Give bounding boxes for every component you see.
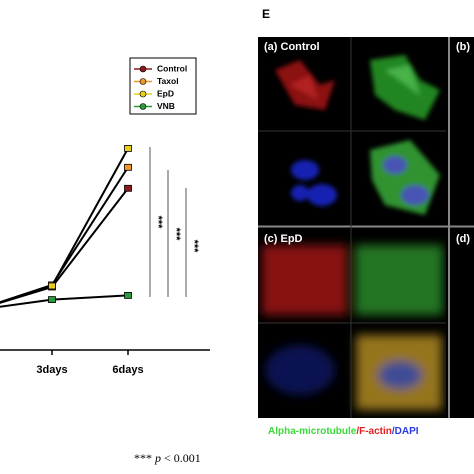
legend-label: Control bbox=[157, 63, 187, 73]
caption-part: Alpha-microtubule bbox=[268, 426, 357, 437]
subpanel-label: (d) bbox=[456, 233, 470, 245]
legend-marker bbox=[139, 78, 147, 85]
panel-separators bbox=[258, 37, 474, 418]
series-line bbox=[0, 187, 129, 304]
significance-label: *** bbox=[188, 240, 200, 254]
x-tick-label: 6days bbox=[112, 364, 143, 376]
significance-label: *** bbox=[152, 216, 164, 230]
series-line bbox=[0, 147, 129, 304]
legend-marker bbox=[139, 103, 147, 110]
data-point bbox=[124, 291, 132, 299]
legend-label: VNB bbox=[157, 101, 175, 111]
legend-label: EpD bbox=[157, 88, 174, 98]
data-point bbox=[48, 282, 56, 290]
significance-lines bbox=[149, 147, 187, 297]
line-chart: 3days 6days Control Taxol EpD VNB *** *** *** bbox=[0, 57, 210, 376]
subpanel-label: (b) bbox=[456, 41, 470, 53]
panel-label: E bbox=[262, 7, 270, 21]
microscopy-panel: E (a) Control (b) (c) EpD (d) Alpha-micr… bbox=[250, 7, 474, 437]
series-line bbox=[0, 166, 129, 304]
subpanel-label: (a) Control bbox=[264, 41, 320, 53]
data-point bbox=[124, 163, 132, 171]
legend-label: Taxol bbox=[157, 76, 179, 86]
legend-marker bbox=[139, 90, 147, 98]
x-tick-label: 3days bbox=[36, 364, 67, 376]
data-point bbox=[124, 184, 132, 192]
footnote-part: < 0.001 bbox=[164, 451, 201, 465]
significance-label: *** bbox=[170, 228, 182, 242]
footnote-part: p bbox=[154, 451, 161, 465]
legend-marker bbox=[139, 65, 147, 73]
footnote-part: *** bbox=[134, 451, 152, 465]
caption-part: /F-actin bbox=[356, 426, 392, 437]
data-point bbox=[124, 144, 132, 152]
data-point bbox=[48, 296, 56, 304]
subpanel-label: (c) EpD bbox=[264, 233, 303, 245]
caption-part: /DAPI bbox=[392, 426, 419, 437]
caption: Alpha-microtubule/F-actin/DAPI bbox=[268, 426, 419, 437]
footnote: *** p < 0.001 bbox=[134, 451, 201, 465]
